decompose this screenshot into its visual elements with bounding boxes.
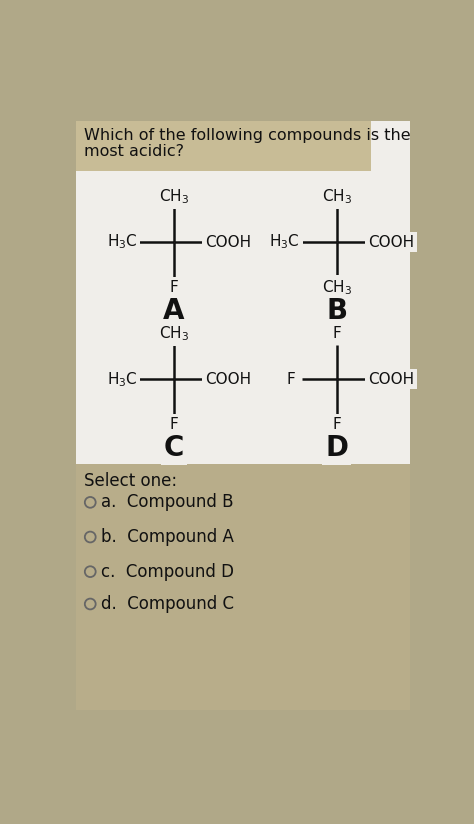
Bar [76, 121, 410, 464]
Text: $\mathregular{CH_3}$: $\mathregular{CH_3}$ [322, 279, 352, 297]
Text: $\mathregular{H_3C}$: $\mathregular{H_3C}$ [107, 370, 137, 388]
Text: a.  Compound B: a. Compound B [101, 494, 234, 512]
Text: $\mathregular{CH_3}$: $\mathregular{CH_3}$ [159, 187, 189, 206]
Text: F: F [170, 280, 178, 295]
Text: Select one:: Select one: [84, 471, 177, 489]
Text: A: A [163, 297, 185, 325]
Text: B: B [326, 297, 347, 325]
Text: COOH: COOH [205, 235, 251, 250]
Text: COOH: COOH [205, 372, 251, 386]
Text: F: F [332, 417, 341, 432]
Text: C: C [164, 434, 184, 462]
Text: Which of the following compounds is the: Which of the following compounds is the [84, 129, 410, 143]
Text: COOH: COOH [368, 372, 414, 386]
Text: d.  Compound C: d. Compound C [101, 595, 234, 613]
Text: F: F [170, 417, 178, 432]
Text: D: D [325, 434, 348, 462]
Text: $\mathregular{CH_3}$: $\mathregular{CH_3}$ [159, 325, 189, 343]
Text: $\mathregular{H_3C}$: $\mathregular{H_3C}$ [107, 232, 137, 251]
Text: F: F [332, 326, 341, 341]
Text: $\mathregular{CH_3}$: $\mathregular{CH_3}$ [322, 187, 352, 206]
Text: COOH: COOH [368, 235, 414, 250]
Text: b.  Compound A: b. Compound A [101, 528, 234, 546]
Text: most acidic?: most acidic? [84, 143, 184, 158]
Text: F: F [287, 372, 295, 386]
Bar [76, 464, 410, 710]
Bar [76, 176, 410, 464]
Bar [76, 121, 371, 171]
Text: c.  Compound D: c. Compound D [101, 563, 234, 581]
Text: $\mathregular{H_3C}$: $\mathregular{H_3C}$ [269, 232, 300, 251]
